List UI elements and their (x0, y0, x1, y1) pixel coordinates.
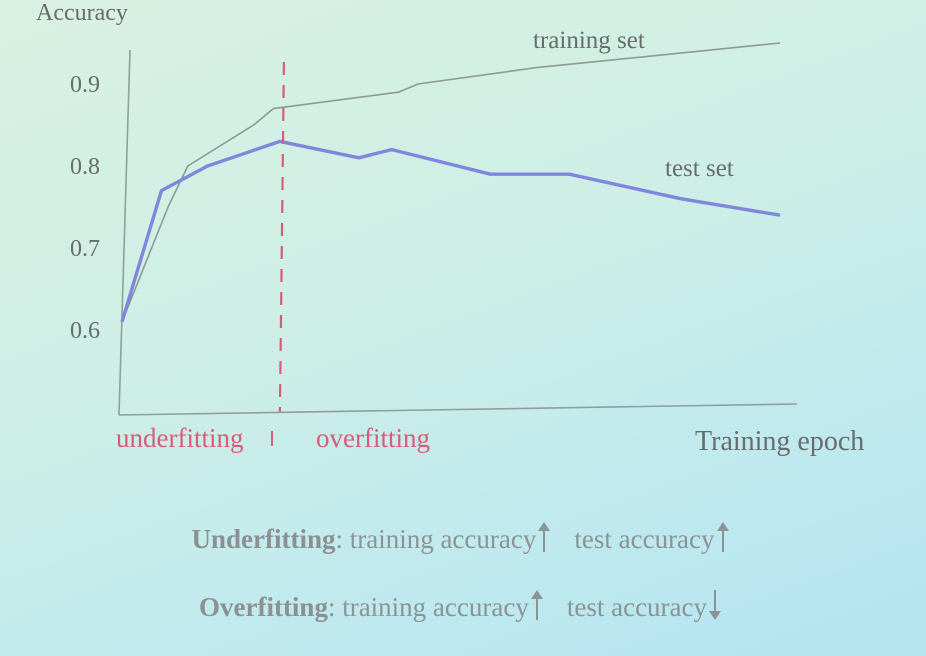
overfitting-note: Overfitting: training accuracy test accur… (0, 590, 926, 623)
underfitting-label: underfitting (116, 423, 243, 453)
underfitting-term: Underfitting (191, 524, 336, 554)
arrow-up-icon (716, 522, 729, 552)
training-set-line (121, 42, 781, 323)
accuracy-chart: Accuracy 0.9 0.8 0.7 0.6 training set test … (36, 0, 864, 457)
underfitting-note: Underfitting: training accuracy test accu… (0, 522, 926, 555)
arrow-down-icon (709, 590, 722, 620)
y-axis-title: Accuracy (36, 0, 128, 26)
overfitting-test-text: test accuracy (566, 592, 708, 622)
y-tick-label: 0.9 (70, 72, 100, 98)
test-set-label: test set (665, 155, 734, 182)
y-tick-labels: 0.9 0.8 0.7 0.6 (70, 72, 100, 344)
arrow-up-icon (538, 522, 551, 552)
y-axis (118, 49, 131, 416)
y-tick-label: 0.8 (70, 154, 100, 180)
test-set-line (120, 139, 781, 323)
y-tick-label: 0.6 (70, 318, 100, 344)
training-set-label: training set (533, 27, 645, 54)
underfitting-training-text: : training accuracy (335, 524, 537, 554)
x-axis-title: Training epoch (695, 426, 864, 457)
overfitting-label: overfitting (316, 423, 430, 453)
x-axis (118, 403, 798, 416)
overfitting-training-text: : training accuracy (327, 592, 529, 622)
fit-threshold-line (278, 61, 286, 413)
underfitting-test-text: test accuracy (574, 524, 715, 554)
series-lines (120, 42, 781, 323)
overfitting-term: Overfitting (198, 592, 328, 622)
y-tick-label: 0.7 (70, 236, 100, 262)
arrow-up-icon (530, 590, 543, 620)
